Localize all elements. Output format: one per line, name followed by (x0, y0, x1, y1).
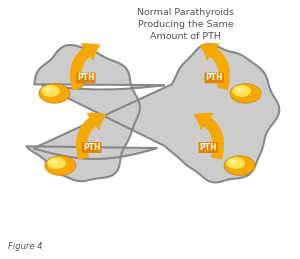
FancyArrowPatch shape (200, 44, 229, 90)
Text: PTH: PTH (83, 143, 100, 152)
Text: Normal Parathyroids
Producing the Same
Amount of PTH: Normal Parathyroids Producing the Same A… (137, 9, 234, 41)
Ellipse shape (45, 156, 76, 175)
FancyArrowPatch shape (194, 113, 223, 159)
Ellipse shape (47, 157, 66, 169)
Ellipse shape (45, 88, 52, 91)
FancyArrowPatch shape (77, 113, 106, 159)
Ellipse shape (236, 88, 243, 91)
Text: Figure 4: Figure 4 (8, 242, 43, 250)
Ellipse shape (230, 160, 237, 164)
FancyArrowPatch shape (71, 44, 100, 90)
Polygon shape (26, 44, 279, 182)
Text: PTH: PTH (206, 74, 223, 82)
Ellipse shape (232, 85, 251, 97)
Ellipse shape (41, 85, 60, 97)
Ellipse shape (39, 84, 70, 103)
Ellipse shape (226, 157, 245, 169)
Text: PTH: PTH (200, 143, 217, 152)
Ellipse shape (224, 156, 255, 175)
Text: PTH: PTH (77, 74, 94, 82)
Ellipse shape (230, 84, 261, 103)
Ellipse shape (51, 160, 58, 164)
